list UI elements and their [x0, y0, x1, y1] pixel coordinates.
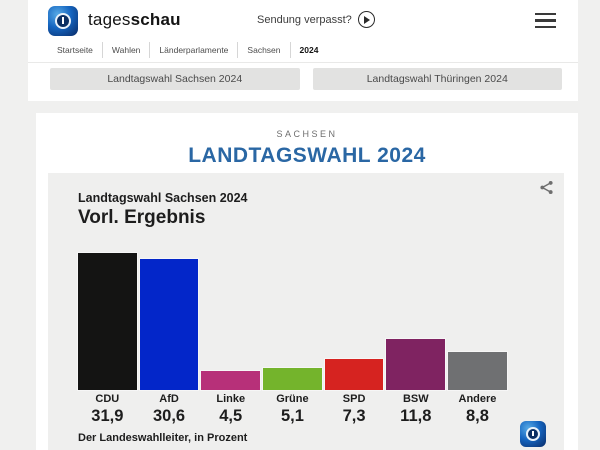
bar-Andere — [448, 253, 507, 390]
nav-item-sachsen[interactable]: Sachsen — [237, 42, 289, 58]
party-name: Linke — [216, 393, 246, 405]
bar-label-CDU: CDU 31,9 — [78, 393, 137, 426]
party-value: 30,6 — [152, 407, 186, 425]
party-name: CDU — [95, 393, 120, 405]
tagesschau-logo-icon[interactable] — [48, 6, 78, 36]
election-chart-card: Landtagswahl Sachsen 2024 Vorl. Ergebnis… — [48, 173, 564, 450]
nav-item-2024[interactable]: 2024 — [289, 42, 328, 58]
tagesschau-watermark-icon — [520, 421, 546, 447]
bar-label-AfD: AfD 30,6 — [140, 393, 199, 426]
bar-label-Grüne: Grüne 5,1 — [263, 393, 322, 426]
party-name: BSW — [402, 393, 429, 405]
page-kicker: SACHSEN — [276, 129, 338, 139]
play-icon — [357, 11, 375, 28]
party-value: 5,1 — [280, 407, 304, 425]
bar-AfD — [139, 253, 199, 390]
bar-label-Linke: Linke 4,5 — [201, 393, 260, 426]
party-name: SPD — [342, 393, 366, 405]
button-landtagswahl-sachsen[interactable]: Landtagswahl Sachsen 2024 — [50, 68, 300, 90]
sendung-verpasst-label: Sendung verpasst? — [257, 13, 352, 26]
nav-item-startseite[interactable]: Startseite — [57, 45, 93, 55]
brand-bold: schau — [130, 10, 181, 29]
bar-rect-Andere — [448, 352, 507, 390]
bar-BSW — [386, 253, 446, 390]
bar-rect-AfD — [139, 258, 199, 390]
menu-icon[interactable] — [535, 13, 556, 32]
party-value: 11,8 — [400, 407, 432, 425]
chart-subtitle: Vorl. Ergebnis — [78, 207, 206, 228]
button-landtagswahl-thueringen[interactable]: Landtagswahl Thüringen 2024 — [312, 68, 562, 90]
content-card: SACHSEN LANDTAGSWAHL 2024 Landtagswahl S… — [36, 113, 578, 450]
header-top: tagesschau Sendung verpasst? — [28, 0, 578, 40]
bar-Linke — [201, 253, 261, 390]
party-value: 7,3 — [342, 407, 366, 425]
bar-label-SPD: SPD 7,3 — [325, 393, 384, 426]
page-title: LANDTAGSWAHL 2024 — [188, 144, 426, 167]
bar-label-BSW: BSW 11,8 — [386, 393, 445, 426]
bar-label-Andere: Andere 8,8 — [448, 393, 507, 426]
breadcrumb: Startseite Wahlen Länderparlamente Sachs… — [48, 42, 327, 58]
site-header: tagesschau Sendung verpasst? Startseite … — [28, 0, 578, 101]
nav-item-wahlen[interactable]: Wahlen — [101, 42, 150, 58]
globe-icon — [525, 426, 541, 442]
party-name: AfD — [159, 393, 179, 405]
bar-labels: CDU 31,9 AfD 30,6 Linke 4,5 Grüne 5,1 SPD 7,3 BSW 1… — [78, 393, 508, 426]
bar-rect-Grüne — [263, 368, 322, 390]
bar-Grüne — [263, 253, 322, 390]
bar-SPD — [324, 253, 384, 390]
party-value: 31,9 — [91, 407, 124, 425]
bar-rect-Linke — [201, 370, 261, 390]
header-divider — [28, 62, 578, 63]
party-name: Grüne — [276, 393, 309, 405]
globe-icon — [54, 12, 72, 30]
bar-rect-CDU — [78, 253, 137, 390]
bar-CDU — [78, 253, 137, 390]
nav-item-laenderparlamente[interactable]: Länderparlamente — [149, 42, 237, 58]
sendung-verpasst-link[interactable]: Sendung verpasst? — [257, 11, 375, 28]
party-value: 8,8 — [466, 407, 489, 425]
share-icon[interactable] — [538, 180, 554, 196]
party-value: 4,5 — [219, 407, 243, 425]
quick-buttons-row: Landtagswahl Sachsen 2024 Landtagswahl T… — [50, 68, 562, 90]
party-name: Andere — [458, 393, 497, 405]
brand-title[interactable]: tagesschau — [88, 10, 181, 30]
bar-plot — [78, 253, 508, 390]
chart-title: Landtagswahl Sachsen 2024 — [78, 191, 248, 205]
bar-rect-BSW — [386, 339, 446, 390]
brand-regular: tages — [88, 10, 131, 29]
chart-source: Der Landeswahlleiter, in Prozent — [78, 432, 248, 444]
bar-rect-SPD — [324, 358, 384, 390]
